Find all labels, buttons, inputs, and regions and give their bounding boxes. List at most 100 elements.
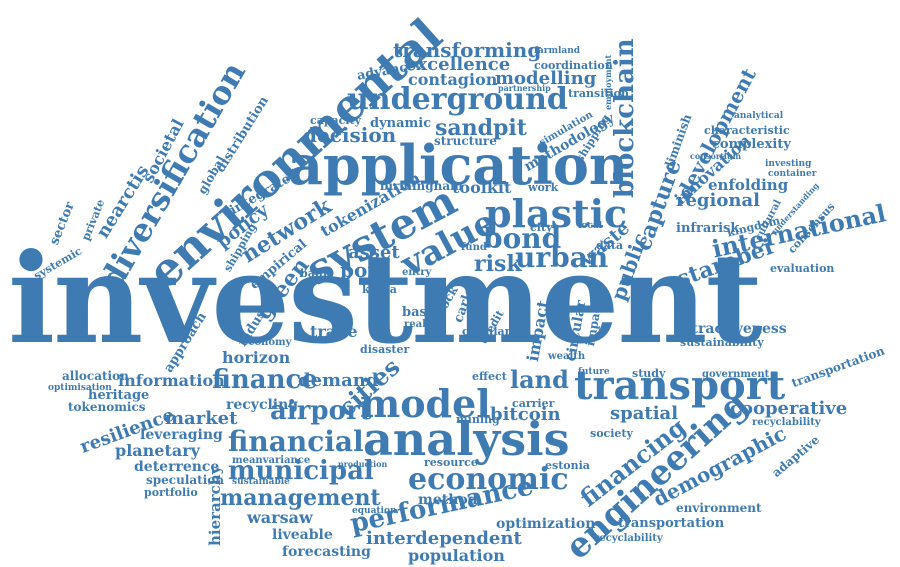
word-method: estonia [545,459,590,472]
word-economic: economic [408,462,569,497]
word-coordination: partnership [498,83,551,93]
word-cooperative: cooperative [730,398,848,419]
word-interdependent: forecasting [282,544,371,560]
word-kingdom: government [702,369,770,380]
word-analytical: container [768,169,817,179]
word-finance: finance [212,365,318,395]
word-methodology: farmland [534,46,581,56]
word-reuse: fund [461,242,487,253]
word-environment: interdependent [366,528,522,549]
word-study: effect [472,370,507,383]
word-liveable: method [418,492,478,508]
word-optimisation: optimisation [48,383,112,393]
word-capacity: capacity [310,114,361,127]
word-scale: entry [402,267,432,278]
word-wellbeing: information [118,371,225,390]
word-spatial: spatial [610,403,679,424]
word-production: production [338,459,388,469]
word-contagion: contagion [408,70,498,89]
word-bitcoin: bitcoin [490,404,561,425]
word-private: birmingham [380,179,463,193]
word-partnership: characteristic [704,124,790,137]
word-toolkit: toolkit [452,178,512,197]
word-cultural: attractiveness [676,321,787,337]
word-investment: investment [8,227,763,372]
word-heritage: heritage [88,388,150,403]
word-carrier: carrier [512,397,555,410]
word-speculation: portfolio [144,486,198,499]
word-transport: transport [574,362,786,409]
word-recycling: leveraging [140,427,223,443]
word-government: environment [676,501,762,515]
word-resource: mining [456,413,500,426]
word-employment: analytical [734,111,784,121]
word-korea: disaster [360,343,410,356]
word-forecasting: warsaw [247,508,313,527]
word-farmland: transition [568,87,629,100]
word-deliver: city [530,221,553,234]
word-risk: risk [474,251,522,277]
word-simulation: coordination [534,59,613,72]
word-excellence: excellence [405,54,511,75]
word-deterrence: speculation [146,473,224,487]
word-enfolding: enfolding [708,176,789,194]
word-allocation: allocation [62,369,129,383]
word-society: bank [300,267,331,280]
word-complexity: consortium [690,151,742,161]
word-land: land [510,365,569,394]
word-leveraging: planetary [115,441,200,460]
word-model: model [360,381,491,426]
word-evaluation: transportation [789,343,887,391]
word-demand: demand [298,370,379,391]
word-analysis: analysis [363,412,570,466]
word-asset: asset [348,242,400,263]
word-consensus: sustainability [680,336,764,349]
word-project: work [528,181,559,194]
word-service: local [578,221,603,231]
word-horizon: horizon [222,348,291,367]
word-bond: bond [483,222,562,255]
word-data: based [402,305,445,320]
word-resilience: market [165,408,238,429]
word-municipal: municipal [228,456,374,486]
word-stability: society [590,427,633,440]
word-planetary: deterrence [134,459,220,475]
word-mining: future [578,367,610,377]
word-recyclability: recyclability [594,533,663,544]
word-warsaw: resource [424,456,478,469]
word-tokenomics: tokenomics [68,400,146,414]
word-diminish: evaluation [770,262,835,275]
word-trade: circular [462,325,511,338]
word-meanvariance: sustainable [232,477,290,487]
word-economy: economy [242,337,292,348]
word-sandpit: sandpit [435,115,527,141]
word-airport: airport [270,396,372,426]
word-modelling: modelling [495,68,597,89]
word-transition: complexity [712,137,791,152]
word-future: korea [362,283,397,296]
word-port: port [340,258,388,282]
word-financial: financial [228,425,364,458]
word-population: liveable [272,527,333,543]
word-tokenization: employment [603,54,613,110]
word-optimization: population [408,546,505,565]
word-plastic: plastic [485,191,628,236]
word-urban: urban [515,241,609,274]
word-characteristic: investing [765,159,812,169]
word-adaptive: optimization [496,516,596,532]
word-market: recycling [226,397,299,413]
word-underground: underground [347,82,568,117]
word-hierarchy: equation [352,506,397,516]
word-effect: trade [310,322,358,341]
word-fund: real [404,319,426,330]
word-dynamic: dynamic [370,116,432,131]
word-regional: regional [676,190,760,211]
word-sustainable: hierarchy [206,465,224,546]
word-transportation: transportation [618,516,725,531]
word-portfolio: meanvariance [232,455,311,466]
word-decision: decision [303,123,397,147]
word-structure: structure [434,134,497,148]
word-management: management [220,485,381,511]
word-transforming: transforming [393,38,542,62]
